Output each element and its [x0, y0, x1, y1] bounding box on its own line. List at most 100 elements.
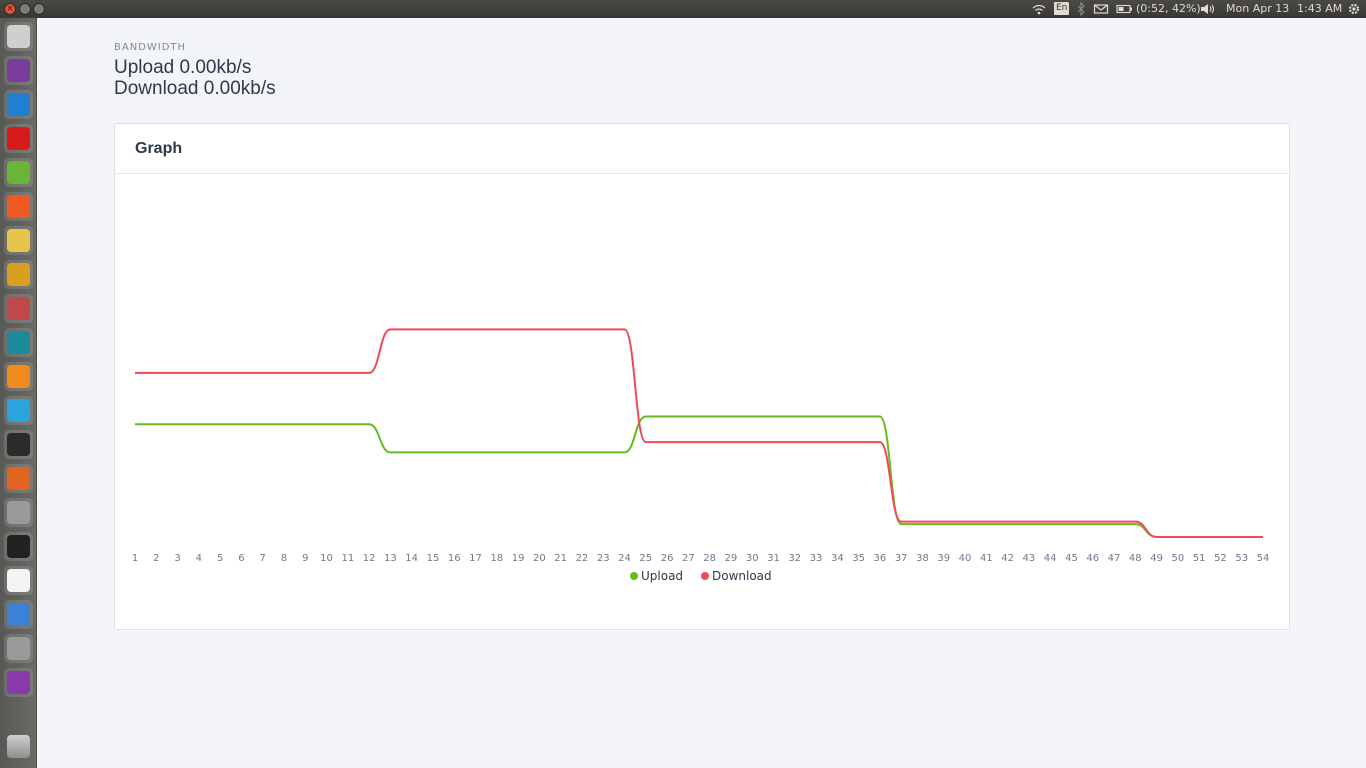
sublime-text-icon: [7, 365, 30, 388]
window-minimize-button[interactable]: [19, 3, 31, 15]
clock-label[interactable]: 1:43 AM: [1297, 0, 1342, 18]
x-tick-label: 10: [320, 553, 333, 564]
legend-item-upload[interactable]: Upload: [630, 569, 683, 583]
terminal-icon: [7, 433, 30, 456]
launcher-downloader[interactable]: [4, 532, 33, 561]
blocks-app-icon: [7, 263, 30, 286]
launcher-unknown-app[interactable]: [4, 498, 33, 527]
launcher-chrome[interactable]: [4, 600, 33, 629]
x-tick-label: 6: [238, 553, 244, 564]
launcher-unknown-app-2[interactable]: [4, 634, 33, 663]
window-maximize-button[interactable]: [33, 3, 45, 15]
x-tick-label: 23: [597, 553, 610, 564]
x-tick-label: 48: [1129, 553, 1142, 564]
date-label[interactable]: Mon Apr 13: [1226, 0, 1289, 18]
unknown-app-2-icon: [7, 637, 30, 660]
x-tick-label: 19: [512, 553, 525, 564]
bandwidth-chart[interactable]: 1 2 3 4 5 6 7 8 9 10 11 12 13 14 15 16 17 18 19 20 21 22 23 24 2…: [115, 175, 1289, 630]
x-tick-label: 43: [1023, 553, 1036, 564]
x-tick-label: 24: [618, 553, 631, 564]
unknown-app-icon: [7, 501, 30, 524]
legend-item-download[interactable]: Download: [701, 569, 772, 583]
launcher: [0, 18, 37, 768]
x-tick-label: 53: [1235, 553, 1248, 564]
pdf-viewer-icon: [7, 569, 30, 592]
launcher-cheese-app[interactable]: [4, 226, 33, 255]
downloader-icon: [7, 535, 30, 558]
launcher-workspace-switcher[interactable]: [4, 668, 33, 697]
telegram-icon: [7, 399, 30, 422]
graph-card-header: Graph: [115, 124, 1289, 174]
upload-rate: Upload 0.00kb/s: [114, 57, 251, 79]
x-tick-label: 21: [554, 553, 567, 564]
legend-label: Upload: [641, 569, 683, 583]
x-tick-label: 2: [153, 553, 159, 564]
x-tick-label: 51: [1193, 553, 1206, 564]
x-tick-label: 46: [1086, 553, 1099, 564]
bluetooth-icon[interactable]: [1076, 0, 1086, 18]
battery-status: (0:52, 42%): [1136, 0, 1201, 18]
x-tick-label: 45: [1065, 553, 1078, 564]
x-tick-label: 29: [725, 553, 738, 564]
x-tick-label: 15: [427, 553, 440, 564]
launcher-pdf-viewer[interactable]: [4, 566, 33, 595]
x-tick-label: 30: [746, 553, 759, 564]
workspace-switcher-icon: [7, 671, 30, 694]
x-tick-label: 50: [1172, 553, 1185, 564]
legend-label: Download: [712, 569, 772, 583]
launcher-ubuntu-dash[interactable]: [4, 22, 33, 51]
close-icon: ×: [5, 4, 15, 14]
launcher-brave[interactable]: [4, 192, 33, 221]
mail-icon[interactable]: [1093, 0, 1109, 18]
launcher-trash[interactable]: [4, 732, 33, 761]
x-tick-label: 7: [260, 553, 266, 564]
launcher-terminal[interactable]: [4, 430, 33, 459]
cheese-app-icon: [7, 229, 30, 252]
trash-icon: [7, 735, 30, 758]
opera-icon: [7, 127, 30, 150]
x-tick-label: 20: [533, 553, 546, 564]
graph-card-title: Graph: [135, 140, 182, 158]
launcher-leaf-app[interactable]: [4, 158, 33, 187]
wifi-icon[interactable]: [1031, 0, 1047, 18]
files-icon: [7, 297, 30, 320]
x-tick-label: 54: [1257, 553, 1270, 564]
x-tick-label: 1: [132, 553, 138, 564]
x-tick-label: 39: [937, 553, 950, 564]
graph-card: Graph 1 2 3 4 5 6 7 8 9 10 11 12 13 14 15 16 17 18 19 20 21 2…: [114, 123, 1290, 630]
x-tick-label: 32: [788, 553, 801, 564]
x-tick-label: 4: [196, 553, 202, 564]
launcher-sublime-text[interactable]: [4, 362, 33, 391]
ubuntu-dash-icon: [7, 25, 30, 48]
launcher-vscode[interactable]: [4, 90, 33, 119]
launcher-blocks-app[interactable]: [4, 260, 33, 289]
launcher-opera[interactable]: [4, 124, 33, 153]
launcher-arduino[interactable]: [4, 328, 33, 357]
x-tick-label: 33: [810, 553, 823, 564]
x-tick-label: 16: [448, 553, 461, 564]
x-tick-label: 17: [469, 553, 482, 564]
volume-icon[interactable]: [1199, 0, 1217, 18]
launcher-tor-browser[interactable]: [4, 56, 33, 85]
x-tick-label: 52: [1214, 553, 1227, 564]
gear-icon[interactable]: [1346, 0, 1362, 18]
brave-icon: [7, 195, 30, 218]
x-tick-label: 11: [341, 553, 354, 564]
launcher-matlab[interactable]: [4, 464, 33, 493]
main-content: BANDWIDTH Upload 0.00kb/s Download 0.00k…: [37, 18, 1366, 768]
window-close-button[interactable]: ×: [4, 3, 16, 15]
launcher-telegram[interactable]: [4, 396, 33, 425]
battery-icon[interactable]: [1116, 0, 1134, 18]
series-line-download: [135, 329, 1263, 537]
leaf-app-icon: [7, 161, 30, 184]
x-tick-label: 25: [639, 553, 652, 564]
keyboard-layout-indicator[interactable]: En: [1054, 2, 1069, 15]
launcher-files[interactable]: [4, 294, 33, 323]
x-tick-label: 37: [895, 553, 908, 564]
x-tick-label: 28: [703, 553, 716, 564]
x-tick-label: 8: [281, 553, 287, 564]
x-tick-label: 31: [767, 553, 780, 564]
x-tick-label: 40: [959, 553, 972, 564]
tor-browser-icon: [7, 59, 30, 82]
x-tick-label: 35: [852, 553, 865, 564]
